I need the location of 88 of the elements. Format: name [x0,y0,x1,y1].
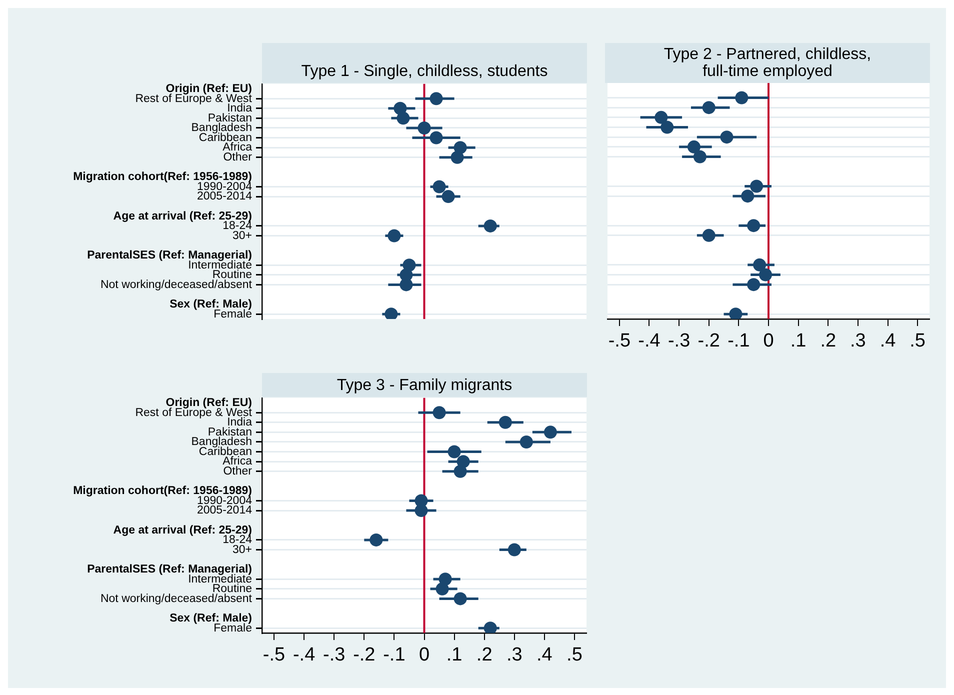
y-tick-label: 18-24 [222,534,253,546]
point [544,426,557,439]
point [747,278,760,292]
y-tick-label: 30+ [232,230,252,242]
chart-title: Type 2 - Partnered, childless, full-time employed [664,46,872,80]
x-tick-label: -.4 [638,330,661,352]
y-tick-label: Sex (Ref: Male) [170,298,252,310]
point [454,592,467,606]
y-tick-label: Female [214,308,252,320]
x-tick-label: .3 [850,330,866,352]
point [432,406,446,420]
point [448,445,461,458]
y-tick-label: India [227,102,253,115]
point [484,219,497,232]
point [702,228,716,242]
point [687,140,700,154]
y-tick-label: Sex (Ref: Male) [170,612,252,624]
chart-title: Type 3 - Family migrants [336,377,512,394]
x-tick-label: .2 [476,644,492,666]
y-tick-label: ParentalSES (Ref: Managerial) [87,564,252,576]
y-tick-label: ParentalSES (Ref: Managerial) [87,250,252,262]
point [702,101,716,114]
point [430,92,443,106]
point [654,110,668,124]
y-tick-label: Migration cohort(Ref: 1956-1989) [73,171,252,184]
y-tick-label: Age at arrival (Ref: 25-29) [113,210,252,222]
y-tick-label: Female [214,622,252,634]
y-tick-label: Other [223,466,252,478]
x-tick-label: -.2 [698,330,720,352]
point [450,150,464,164]
y-tick-label: 1990-2004 [197,180,253,193]
y-tick-label: 2005-2014 [197,190,253,203]
x-tick-label: .3 [506,644,522,666]
x-tick-label: .5 [910,330,926,352]
point [753,258,766,272]
point [454,464,467,478]
point [660,120,674,134]
x-tick-label: -.3 [323,644,346,666]
x-tick-label: .1 [790,330,806,352]
point [735,91,748,104]
x-tick-label: .5 [566,644,582,666]
point [418,121,431,134]
x-tick-label: -.1 [383,644,406,666]
y-tick-label: 1990-2004 [197,494,253,507]
y-tick-label: 30+ [232,544,252,556]
y-tick-label: Not working/deceased/absent [100,278,253,291]
point [741,190,754,203]
x-tick-label: -.4 [292,644,316,666]
point [498,416,512,429]
point [370,533,383,546]
point [508,543,521,556]
point [396,112,410,125]
y-tick-label: Bangladesh [191,436,252,448]
x-tick-label: 0 [763,330,774,352]
point [388,229,401,242]
y-tick-label: India [227,416,253,429]
x-tick-label: .1 [446,644,462,666]
y-tick-label: Bangladesh [191,122,252,134]
point [436,582,449,596]
x-tick-label: -.5 [262,644,286,666]
point [720,130,734,144]
y-tick-label: Origin (Ref: EU) [166,396,252,409]
point [693,150,706,164]
point [400,278,413,292]
chart-title: Type 1 - Single, childless, students [301,63,548,80]
x-tick-label: -.3 [668,330,690,352]
y-tick-label: Other [223,152,252,164]
x-tick-label: 0 [418,644,430,666]
point [759,268,772,282]
x-tick-label: -.5 [608,330,631,352]
y-tick-label: 2005-2014 [197,504,253,517]
y-tick-label: Age at arrival (Ref: 25-29) [113,524,252,536]
point [432,180,446,194]
x-tick-label: .4 [880,330,896,352]
point [442,190,455,204]
y-tick-label: Not working/deceased/absent [100,592,253,605]
point [430,131,443,144]
x-tick-label: -.1 [728,330,750,352]
point [520,435,533,448]
x-tick-label: -.2 [353,644,376,666]
y-tick-label: Origin (Ref: EU) [166,82,252,95]
x-tick-label: .4 [536,644,553,666]
point [414,504,428,518]
x-tick-label: .2 [820,330,836,352]
y-tick-label: 18-24 [222,220,253,232]
y-tick-label: Migration cohort(Ref: 1956-1989) [73,485,252,498]
point [750,180,764,193]
point [747,219,760,232]
